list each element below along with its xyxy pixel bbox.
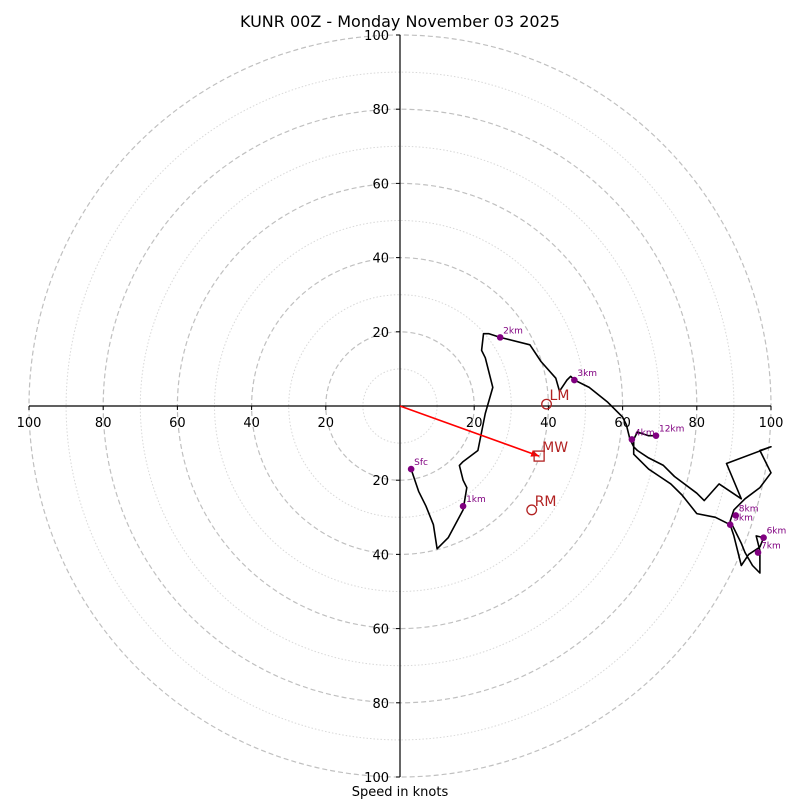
storm-motions: LM MW RM xyxy=(526,388,570,516)
storm-motion-label: RM xyxy=(535,494,557,510)
hodograph-trace xyxy=(410,332,772,574)
height-marker-dot xyxy=(459,502,467,510)
y-tick-label: 100 xyxy=(364,771,389,786)
mean-wind-vector-line xyxy=(399,405,540,457)
height-marker-dot xyxy=(732,512,740,519)
height-marker-dot xyxy=(571,376,578,384)
y-tick-label: 80 xyxy=(372,697,389,712)
x-tick-label: 40 xyxy=(243,416,260,431)
x-tick-label: 100 xyxy=(17,416,42,431)
chart-title: KUNR 00Z - Monday November 03 2025 xyxy=(240,12,560,31)
wind-trace-line xyxy=(410,332,772,574)
height-marker-label: 8km xyxy=(739,504,759,514)
height-marker-dot xyxy=(628,436,636,443)
x-tick-label: 40 xyxy=(540,416,557,431)
x-axis-label: Speed in knots xyxy=(352,785,449,800)
height-marker-label: 7km xyxy=(761,542,781,552)
storm-motion-label: LM xyxy=(550,388,570,404)
height-marker-dot xyxy=(496,334,504,341)
height-marker-label: 2km xyxy=(503,326,523,336)
height-marker-dot xyxy=(754,549,762,556)
y-tick-label: 60 xyxy=(372,177,389,192)
mean-wind-vector xyxy=(399,405,540,457)
height-marker-label: 1km xyxy=(466,495,486,505)
x-tick-label: 80 xyxy=(689,416,706,431)
y-tick-label: 40 xyxy=(372,548,389,563)
height-marker-dot xyxy=(652,432,660,439)
height-marker-dot xyxy=(407,465,415,473)
y-tick-label: 20 xyxy=(372,474,389,489)
height-markers: Sfc 1km 2km 3km 4km 5km 6km 7km 8km 12km xyxy=(407,326,787,556)
height-marker-label: Sfc xyxy=(414,458,428,468)
height-marker-label: 5km xyxy=(733,514,753,524)
y-tick-label: 20 xyxy=(372,326,389,341)
x-tick-label: 60 xyxy=(169,416,186,431)
x-tick-label: 20 xyxy=(318,416,335,431)
y-tick-label: 60 xyxy=(372,623,389,638)
x-tick-label: 100 xyxy=(759,416,784,431)
storm-motion-marker xyxy=(533,450,545,462)
height-marker-label: 6km xyxy=(767,527,787,537)
storm-motion-label: MW xyxy=(542,440,568,456)
y-tick-label: 40 xyxy=(372,252,389,267)
height-marker-label: 3km xyxy=(577,369,597,379)
storm-motion-marker xyxy=(541,398,552,410)
height-marker-dot xyxy=(760,534,767,542)
y-tick-label: 100 xyxy=(364,29,389,44)
y-tick-label: 80 xyxy=(372,103,389,118)
x-tick-label: 80 xyxy=(95,416,112,431)
height-marker-label: 12km xyxy=(659,425,684,435)
height-marker-label: 4km xyxy=(635,428,655,438)
x-tick-label: 20 xyxy=(466,416,483,431)
storm-motion-marker xyxy=(526,504,538,516)
height-marker-dot xyxy=(726,521,734,529)
